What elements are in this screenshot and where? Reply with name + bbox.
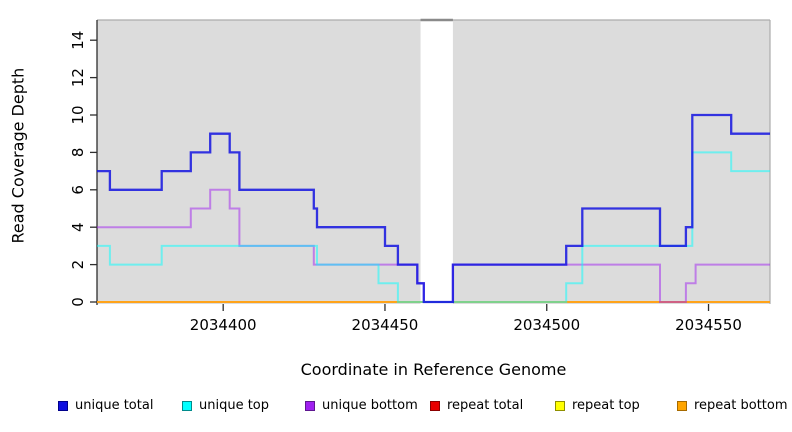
- legend-swatch-icon: [305, 401, 315, 411]
- legend-item-unique-bottom: unique bottom: [305, 399, 418, 413]
- legend-label: unique top: [199, 398, 270, 413]
- x-tick-label: 2034500: [513, 316, 580, 334]
- y-tick-label: 2: [69, 260, 87, 270]
- y-tick-label: 4: [69, 222, 87, 232]
- legend-swatch-icon: [182, 401, 192, 411]
- legend-swatch-icon: [677, 401, 687, 411]
- x-axis-title: Coordinate in Reference Genome: [300, 360, 567, 379]
- y-tick-label: 14: [69, 31, 87, 50]
- coverage-gap-band: [420, 21, 453, 304]
- legend: unique total unique top unique bottom repea…: [0, 399, 792, 419]
- x-tick-label: 2034400: [190, 316, 257, 334]
- x-tick-label: 2034550: [675, 316, 742, 334]
- legend-item-repeat-total: repeat total: [430, 399, 523, 413]
- y-tick-label: 0: [69, 297, 87, 307]
- y-axis-title: Read Coverage Depth: [8, 67, 28, 244]
- y-tick-label: 6: [69, 185, 87, 195]
- legend-label: repeat top: [572, 398, 640, 413]
- legend-item-unique-total: unique total: [58, 399, 153, 413]
- legend-label: repeat total: [447, 398, 524, 413]
- series-line-unique-total: [97, 113, 770, 304]
- legend-swatch-icon: [58, 401, 68, 411]
- legend-swatch-icon: [555, 401, 565, 411]
- y-tick-label: 8: [69, 148, 87, 158]
- legend-label: unique total: [75, 398, 154, 413]
- legend-swatch-icon: [430, 401, 440, 411]
- y-tick-label: 12: [69, 68, 87, 87]
- x-tick-label: 2034450: [352, 316, 419, 334]
- legend-item-unique-top: unique top: [182, 399, 269, 413]
- legend-label: unique bottom: [322, 398, 418, 413]
- legend-item-repeat-top: repeat top: [555, 399, 640, 413]
- legend-item-repeat-bottom: repeat bottom: [677, 399, 788, 413]
- legend-label: repeat bottom: [694, 398, 788, 413]
- y-tick-label: 10: [69, 105, 87, 124]
